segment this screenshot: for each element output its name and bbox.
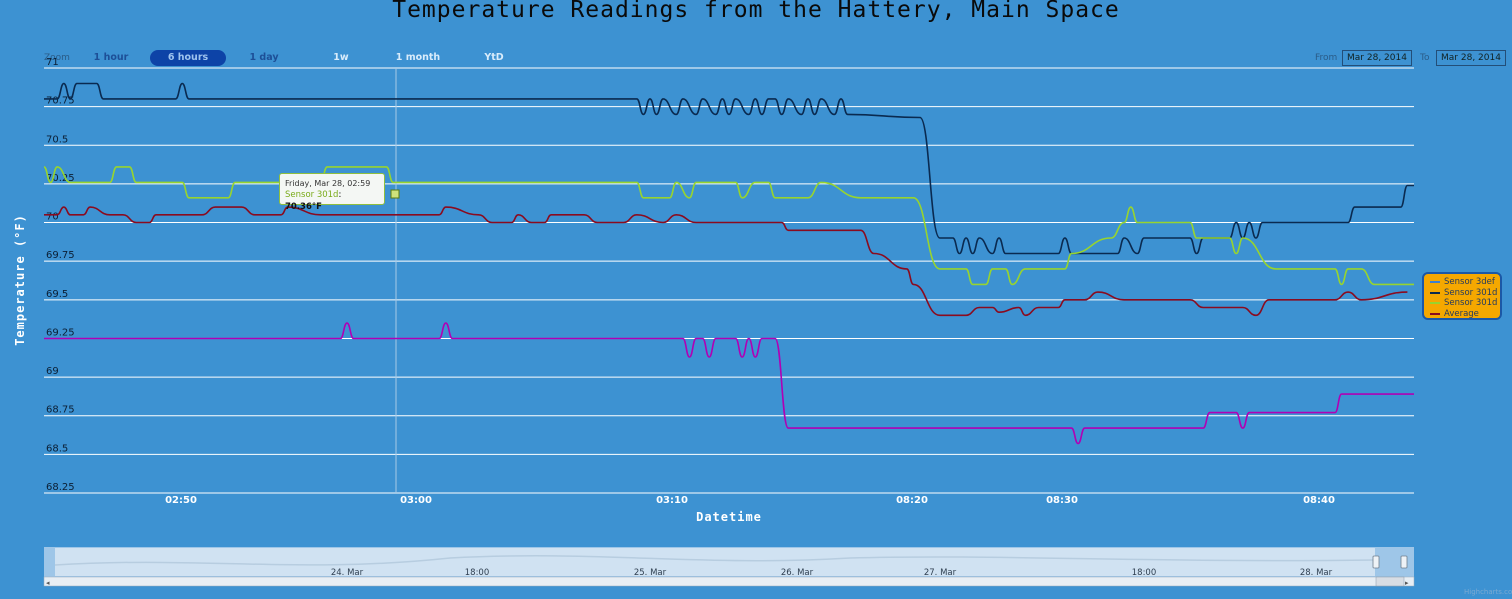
zoom-1-hour-button[interactable]: 1 hour [93, 52, 129, 63]
navigator-tick-label: 18:00 [465, 568, 490, 578]
zoom-6-hours-button[interactable]: 6 hours [150, 50, 226, 66]
navigator-tick-label: 18:00 [1132, 568, 1157, 578]
y-tick-label: 71 [46, 57, 59, 68]
navigator-right-handle-icon[interactable] [1400, 555, 1408, 569]
x-tick-label: 02:50 [165, 495, 197, 506]
legend-item-average[interactable]: Average [1430, 309, 1500, 320]
y-tick-label: 69 [46, 366, 59, 377]
legend: Sensor 3def Sensor 301d Sensor 301d Aver… [1422, 272, 1502, 320]
navigator-tick-label: 28. Mar [1300, 568, 1333, 578]
navigator-tick-label: 27. Mar [924, 568, 957, 578]
scrollbar-track[interactable] [43, 576, 1415, 587]
y-tick-label: 68.25 [46, 482, 75, 493]
zoom-ytd-button[interactable]: YtD [484, 52, 504, 63]
legend-item-sensor-3def[interactable]: Sensor 3def [1430, 277, 1500, 288]
x-tick-label: 08:20 [896, 495, 928, 506]
legend-swatch [1430, 302, 1440, 305]
legend-item-sensor-301d-dark[interactable]: Sensor 301d [1430, 288, 1500, 299]
legend-label: Sensor 301d [1444, 287, 1498, 298]
legend-label: Sensor 3def [1444, 277, 1495, 288]
navigator-tick-label: 24. Mar [331, 568, 364, 578]
tooltip-value: 70.36°F [285, 202, 322, 212]
zoom-1-month-button[interactable]: 1 month [395, 52, 441, 63]
navigator-series [54, 555, 1376, 566]
chart-title: Temperature Readings from the Hattery, M… [392, 0, 1120, 23]
navigator-tick-label: 25. Mar [634, 568, 667, 578]
navigator-left-handle-icon[interactable] [1372, 555, 1380, 569]
y-tick-label: 69.25 [46, 327, 75, 338]
scroll-left-arrow-icon[interactable]: ◂ [46, 579, 50, 587]
legend-swatch [1430, 291, 1440, 294]
hover-marker [390, 189, 400, 199]
y-tick-label: 70.5 [46, 134, 68, 145]
x-tick-label: 03:00 [400, 495, 432, 506]
legend-label: Sensor 301d [1444, 298, 1498, 309]
navigator-tick-label: 26. Mar [781, 568, 814, 578]
legend-swatch [1430, 281, 1440, 284]
x-tick-label: 08:40 [1303, 495, 1335, 506]
zoom-1-day-button[interactable]: 1 day [249, 52, 279, 63]
legend-label: Average [1444, 308, 1479, 319]
zoom-label: Zoom [44, 53, 70, 63]
y-tick-label: 68.5 [46, 443, 68, 454]
series-line-3[interactable] [43, 206, 1408, 317]
y-tick-label: 70.25 [46, 173, 75, 184]
tooltip: Friday, Mar 28, 02:59 Sensor 301d: 70.36… [279, 173, 385, 212]
x-tick-label: 03:10 [656, 495, 688, 506]
tick-labels: 68.25 68.5 68.75 69 69.25 69.5 69.75 70 70.25 70.… [46, 57, 1335, 506]
navigator-ticks: 24. Mar 18:00 25. Mar 26. Mar 27. Mar 18:00 28… [331, 568, 1333, 578]
from-label: From [1315, 53, 1338, 63]
series-line-1[interactable] [44, 82, 1414, 255]
zoom-1-week-button[interactable]: 1w [333, 52, 349, 63]
y-tick-label: 70 [46, 212, 59, 223]
credits-link[interactable]: Highcharts.com [1464, 588, 1512, 596]
legend-swatch [1430, 312, 1440, 315]
legend-item-sensor-301d-green[interactable]: Sensor 301d [1430, 298, 1500, 309]
scroll-right-arrow-icon[interactable]: ▸ [1405, 579, 1409, 587]
to-date-input[interactable]: Mar 28, 2014 [1436, 50, 1506, 66]
tooltip-header: Friday, Mar 28, 02:59 [285, 179, 371, 188]
y-tick-label: 69.75 [46, 250, 75, 261]
y-tick-label: 69.5 [46, 289, 68, 300]
navigator-selection[interactable] [55, 548, 1375, 576]
x-tick-label: 08:30 [1046, 495, 1078, 506]
from-date-input[interactable]: Mar 28, 2014 [1342, 50, 1412, 66]
y-tick-label: 68.75 [46, 405, 75, 416]
series-line-2[interactable] [43, 166, 1414, 286]
series-line-0[interactable] [44, 322, 1414, 445]
series-lines[interactable] [43, 82, 1414, 445]
y-tick-label: 70.75 [46, 96, 75, 107]
to-label: To [1420, 53, 1430, 63]
x-axis-label: Datetime [696, 510, 762, 524]
tooltip-series-name: Sensor 301d [285, 190, 339, 200]
scrollbar-thumb[interactable] [1375, 576, 1405, 587]
